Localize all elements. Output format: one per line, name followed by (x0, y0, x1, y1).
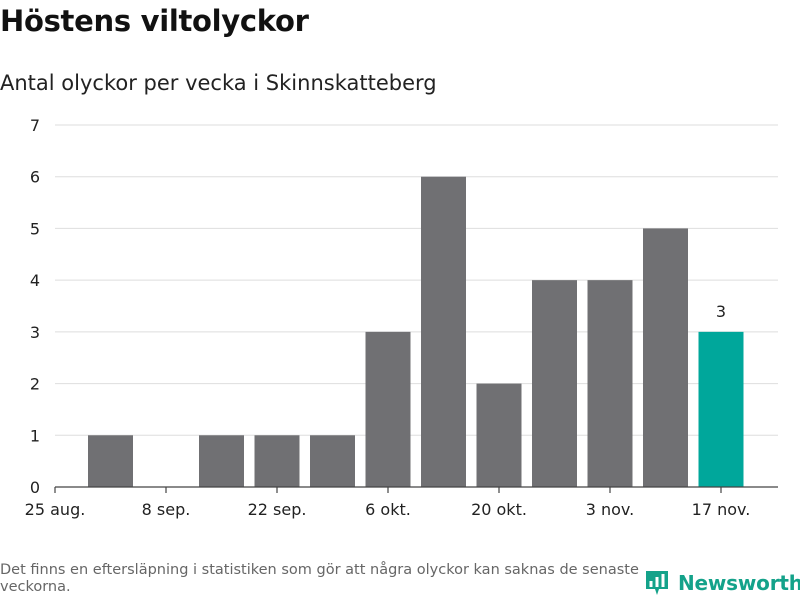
bar-chart-badge-icon (646, 571, 668, 595)
y-tick-label: 3 (30, 323, 40, 342)
bar (476, 383, 522, 487)
chart-title: Höstens viltolyckor (0, 4, 309, 38)
y-tick-label: 5 (30, 219, 40, 238)
x-tick-label: 6 okt. (365, 500, 411, 519)
bar (643, 228, 688, 487)
bar (421, 176, 466, 487)
chart-subtitle: Antal olyckor per vecka i Skinnskatteber… (0, 71, 437, 95)
data-label: 3 (716, 302, 726, 321)
y-tick-label: 1 (30, 426, 40, 445)
x-tick-label: 8 sep. (142, 500, 191, 519)
y-tick-label: 0 (30, 478, 40, 497)
x-tick-label: 22 sep. (248, 500, 307, 519)
bar (88, 435, 133, 487)
x-tick-label: 20 okt. (471, 500, 527, 519)
brand-name: Newsworthy (678, 571, 800, 595)
bar-chart: 0 1 2 3 4 5 6 7 3 25 aug. 8 sep. 22 sep. 6 okt. 20 ok… (25, 116, 778, 519)
bar (254, 435, 300, 487)
bar (199, 435, 244, 487)
y-tick-label: 6 (30, 168, 40, 187)
bar (310, 435, 355, 487)
footnote: Det finns en eftersläpning i statistiken… (0, 562, 639, 595)
y-tick-label: 2 (30, 375, 40, 394)
y-tick-label: 7 (30, 116, 40, 135)
bar (587, 280, 633, 487)
bar (532, 280, 577, 487)
brand-logo: Newsworthy (644, 568, 800, 598)
bar (365, 331, 411, 487)
x-tick-label: 25 aug. (25, 500, 86, 519)
highlighted-bar (698, 331, 744, 487)
x-tick-label: 3 nov. (586, 500, 635, 519)
x-tick-label: 17 nov. (692, 500, 751, 519)
y-tick-label: 4 (30, 271, 40, 290)
